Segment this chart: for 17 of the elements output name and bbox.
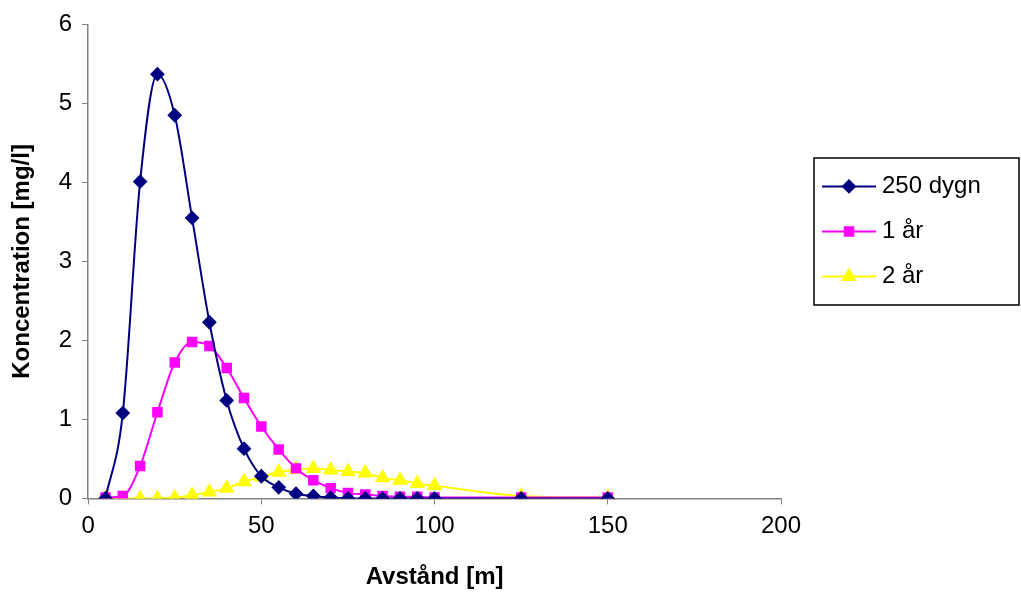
y-tick-label: 0 [58, 483, 73, 511]
y-tick-label: 5 [58, 88, 73, 116]
y-tick-label: 1 [58, 404, 73, 432]
x-tick-label: 100 [414, 511, 455, 539]
x-tick-label: 200 [760, 511, 802, 539]
y-axis-title: Koncentration [mg/l] [7, 144, 35, 379]
legend-label: 250 dygn [882, 171, 981, 199]
legend-label: 1 år [882, 216, 924, 244]
y-tick-label: 2 [58, 325, 73, 353]
x-tick-label: 150 [587, 511, 628, 539]
y-tick-label: 4 [58, 167, 73, 195]
x-tick-label: 0 [81, 511, 95, 539]
x-tick-label: 50 [248, 511, 275, 539]
legend-label: 2 år [882, 261, 924, 289]
y-tick-label: 3 [58, 246, 73, 274]
y-tick-label: 6 [58, 9, 73, 37]
x-axis-title: Avstånd [m] [365, 562, 504, 590]
